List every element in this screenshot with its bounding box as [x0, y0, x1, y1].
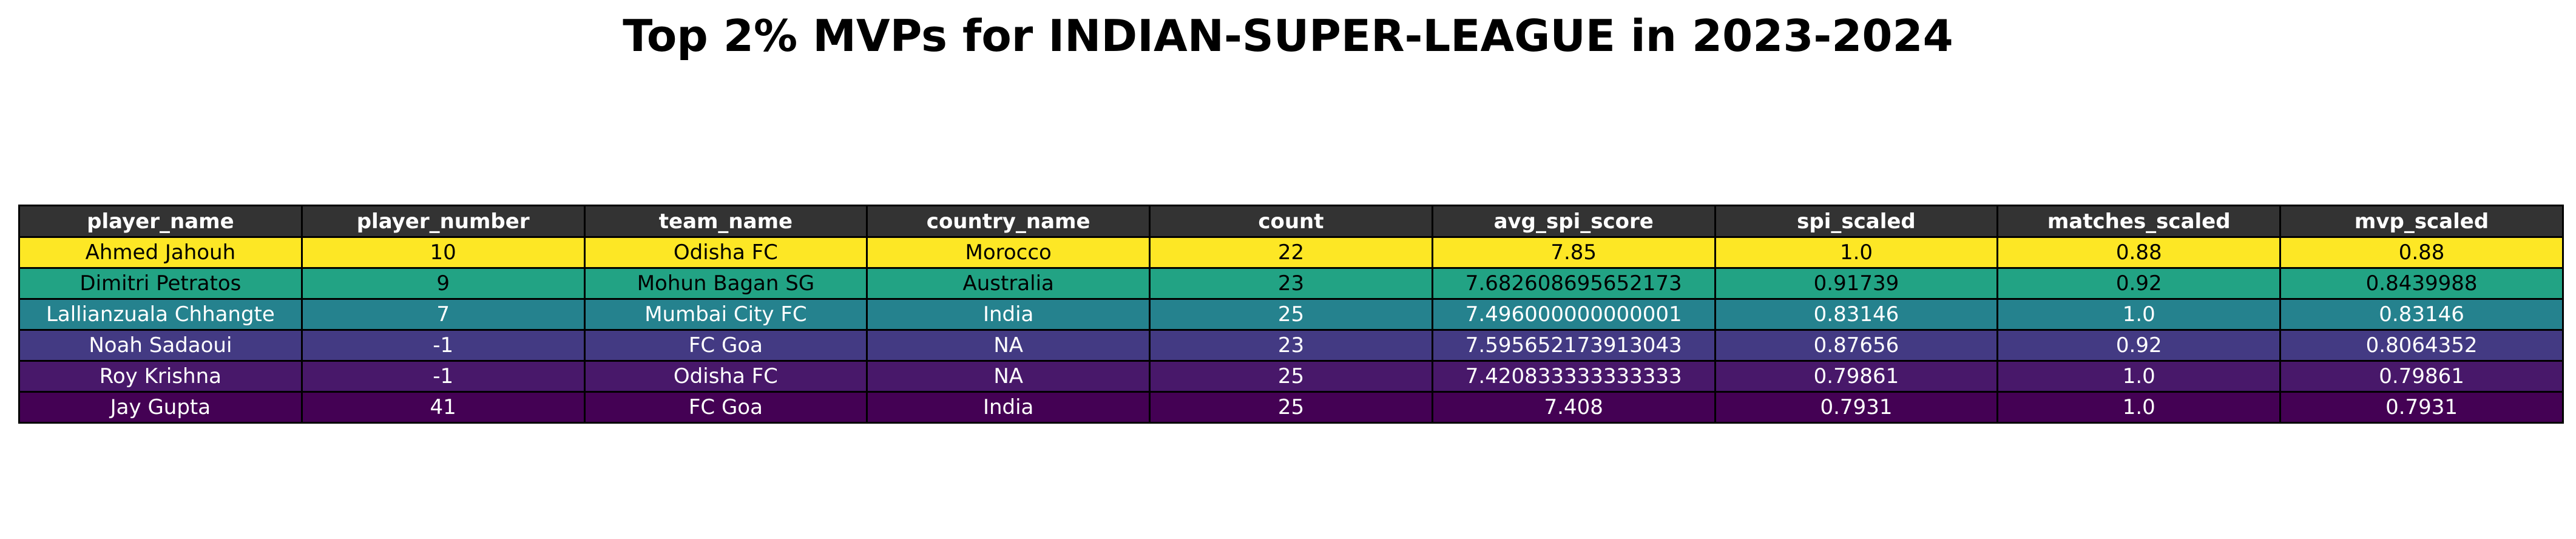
- table-cell-country-name: Australia: [866, 267, 1151, 300]
- table-cell-player-name: Lallianzuala Chhangte: [18, 298, 303, 331]
- table-cell-count: 23: [1149, 329, 1433, 362]
- table-cell-avg-spi-score: 7.595652173913043: [1431, 329, 1716, 362]
- table-cell-team-name: Mohun Bagan SG: [583, 267, 868, 300]
- table-cell-avg-spi-score: 7.85: [1431, 236, 1716, 269]
- column-header-country-name: country_name: [866, 205, 1151, 238]
- table-cell-team-name: FC Goa: [583, 391, 868, 424]
- table-cell-avg-spi-score: 7.496000000000001: [1431, 298, 1716, 331]
- table-cell-matches-scaled: 1.0: [1996, 298, 2282, 331]
- table-cell-matches-scaled: 1.0: [1996, 391, 2282, 424]
- column-header-mvp-scaled: mvp_scaled: [2279, 205, 2564, 238]
- table-cell-mvp-scaled: 0.8064352: [2279, 329, 2564, 362]
- table-cell-spi-scaled: 0.7931: [1714, 391, 1999, 424]
- table-cell-count: 25: [1149, 391, 1433, 424]
- column-header-avg-spi-score: avg_spi_score: [1431, 205, 1716, 238]
- column-header-matches-scaled: matches_scaled: [1996, 205, 2282, 238]
- column-header-player-number: player_number: [300, 205, 586, 238]
- table-cell-spi-scaled: 0.91739: [1714, 267, 1999, 300]
- table-cell-mvp-scaled: 0.83146: [2279, 298, 2564, 331]
- table-cell-player-number: 7: [300, 298, 586, 331]
- table-cell-country-name: NA: [866, 360, 1151, 393]
- table-cell-matches-scaled: 1.0: [1996, 360, 2282, 393]
- table-cell-team-name: FC Goa: [583, 329, 868, 362]
- mvp-table: player_name player_number team_name country…: [18, 205, 2564, 424]
- table-row: Roy Krishna -1 Odisha FC NA 25 7.420833333333…: [18, 360, 2564, 393]
- chart-title: Top 2% MVPs for INDIAN-SUPER-LEAGUE in 2…: [623, 10, 1953, 61]
- table-row: Lallianzuala Chhangte 7 Mumbai City FC Indi…: [18, 298, 2564, 331]
- table-header-row: player_name player_number team_name country…: [18, 205, 2564, 238]
- table-cell-count: 23: [1149, 267, 1433, 300]
- table-cell-player-number: 9: [300, 267, 586, 300]
- table-cell-mvp-scaled: 0.79861: [2279, 360, 2564, 393]
- table-cell-player-name: Dimitri Petratos: [18, 267, 303, 300]
- table-cell-player-number: -1: [300, 329, 586, 362]
- column-header-count: count: [1149, 205, 1433, 238]
- table-cell-player-name: Ahmed Jahouh: [18, 236, 303, 269]
- table-cell-country-name: India: [866, 298, 1151, 331]
- table-cell-count: 25: [1149, 298, 1433, 331]
- table-cell-player-number: 10: [300, 236, 586, 269]
- table-cell-player-name: Jay Gupta: [18, 391, 303, 424]
- table-cell-player-name: Roy Krishna: [18, 360, 303, 393]
- table-cell-player-number: 41: [300, 391, 586, 424]
- table-cell-spi-scaled: 0.83146: [1714, 298, 1999, 331]
- column-header-spi-scaled: spi_scaled: [1714, 205, 1999, 238]
- table-row: Jay Gupta 41 FC Goa India 25 7.408 0.7931 1.0 0.…: [18, 391, 2564, 424]
- table-cell-mvp-scaled: 0.7931: [2279, 391, 2564, 424]
- table-cell-mvp-scaled: 0.88: [2279, 236, 2564, 269]
- table-cell-team-name: Odisha FC: [583, 360, 868, 393]
- table-cell-mvp-scaled: 0.8439988: [2279, 267, 2564, 300]
- table-row: Ahmed Jahouh 10 Odisha FC Morocco 22 7.85 1.0 0…: [18, 236, 2564, 269]
- table-cell-spi-scaled: 0.79861: [1714, 360, 1999, 393]
- table-cell-player-name: Noah Sadaoui: [18, 329, 303, 362]
- table-row: Noah Sadaoui -1 FC Goa NA 23 7.59565217391304…: [18, 329, 2564, 362]
- table-cell-spi-scaled: 0.87656: [1714, 329, 1999, 362]
- table-cell-team-name: Mumbai City FC: [583, 298, 868, 331]
- table-cell-avg-spi-score: 7.682608695652173: [1431, 267, 1716, 300]
- table-cell-matches-scaled: 0.92: [1996, 329, 2282, 362]
- table-cell-matches-scaled: 0.92: [1996, 267, 2282, 300]
- table-cell-matches-scaled: 0.88: [1996, 236, 2282, 269]
- table-cell-country-name: NA: [866, 329, 1151, 362]
- table-cell-count: 25: [1149, 360, 1433, 393]
- table-cell-team-name: Odisha FC: [583, 236, 868, 269]
- column-header-team-name: team_name: [583, 205, 868, 238]
- table-cell-spi-scaled: 1.0: [1714, 236, 1999, 269]
- table-row: Dimitri Petratos 9 Mohun Bagan SG Australia…: [18, 267, 2564, 300]
- table-cell-country-name: Morocco: [866, 236, 1151, 269]
- table-cell-avg-spi-score: 7.408: [1431, 391, 1716, 424]
- table-cell-player-number: -1: [300, 360, 586, 393]
- table-cell-country-name: India: [866, 391, 1151, 424]
- table-body: Ahmed Jahouh 10 Odisha FC Morocco 22 7.85 1.0 0…: [18, 236, 2564, 424]
- table-cell-count: 22: [1149, 236, 1433, 269]
- column-header-player-name: player_name: [18, 205, 303, 238]
- table-cell-avg-spi-score: 7.420833333333333: [1431, 360, 1716, 393]
